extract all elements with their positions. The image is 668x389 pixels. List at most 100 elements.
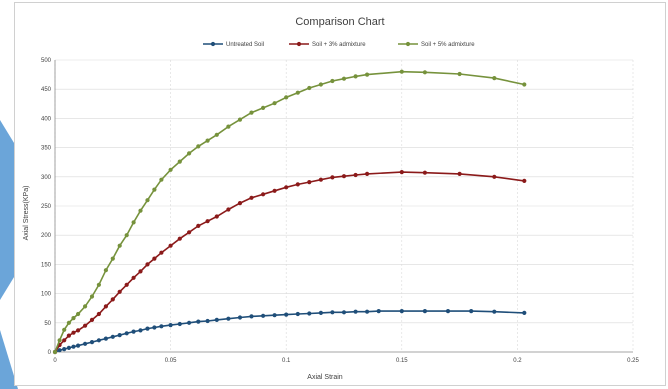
data-point — [145, 198, 150, 203]
legend-item: Soil + 3% admixture — [289, 41, 366, 48]
y-tick-label: 500 — [41, 58, 52, 64]
data-point — [168, 323, 173, 328]
data-point — [145, 326, 150, 331]
data-point — [57, 348, 62, 353]
data-point — [522, 310, 527, 315]
data-point — [237, 201, 243, 206]
data-point — [66, 345, 71, 350]
data-point — [168, 243, 173, 248]
data-point — [83, 341, 88, 346]
data-point — [353, 74, 358, 79]
data-point — [66, 333, 71, 338]
data-point — [249, 314, 254, 319]
data-point — [71, 344, 76, 349]
x-tick-label: 0.05 — [165, 358, 177, 364]
data-point — [399, 69, 404, 74]
data-point — [422, 309, 427, 314]
y-tick-label: 400 — [41, 116, 52, 122]
data-point — [205, 219, 210, 224]
data-point — [57, 338, 62, 343]
data-point — [399, 170, 404, 175]
data-point — [62, 327, 67, 332]
data-point — [422, 70, 427, 75]
data-point — [469, 309, 474, 314]
data-point — [226, 316, 231, 321]
y-axis-label: Axial Stress(KPa) — [23, 186, 30, 241]
data-point — [117, 289, 122, 294]
legend-label: Soil + 5% admixture — [421, 42, 475, 48]
data-point — [307, 311, 312, 316]
data-point — [89, 340, 95, 345]
data-point — [399, 309, 404, 314]
data-point — [522, 178, 527, 183]
data-point — [457, 171, 462, 176]
axes: 0 50 100 150 200 250 300 350 400 450 500 0 0.05 0.1 0.… — [41, 58, 640, 364]
data-point — [83, 304, 88, 309]
legend-item: Soil + 5% admixture — [398, 41, 475, 48]
data-point — [131, 275, 136, 280]
data-point — [422, 170, 427, 175]
data-point — [110, 297, 115, 302]
data-point — [249, 110, 254, 115]
data-point — [62, 347, 67, 352]
data-point — [214, 132, 219, 137]
data-point — [96, 311, 101, 317]
data-point — [152, 187, 157, 192]
data-point — [131, 220, 136, 225]
x-tick-label: 0.1 — [282, 358, 291, 364]
data-point — [159, 250, 164, 255]
chart-title: Comparison Chart — [295, 16, 384, 28]
data-point — [307, 180, 312, 185]
x-tick-label: 0.2 — [513, 358, 522, 364]
data-point — [138, 269, 143, 274]
x-tick-label: 0.25 — [627, 358, 639, 364]
data-point — [96, 338, 101, 343]
data-point — [318, 82, 323, 87]
data-point — [131, 329, 136, 334]
data-point — [226, 207, 231, 212]
data-point — [295, 311, 300, 317]
data-point — [89, 294, 95, 299]
data-point — [138, 208, 143, 213]
data-point — [365, 309, 370, 314]
legend-swatch-marker — [296, 41, 302, 47]
data-point — [62, 338, 67, 343]
gridlines — [54, 59, 634, 353]
y-tick-label: 350 — [41, 146, 52, 152]
series-line — [54, 171, 525, 353]
data-point — [110, 334, 115, 339]
data-point — [196, 223, 201, 228]
data-point — [249, 195, 254, 200]
series-untreated-soil — [52, 309, 527, 355]
data-point — [341, 174, 347, 179]
data-point — [177, 236, 182, 241]
data-point — [214, 317, 219, 322]
data-point — [295, 182, 300, 187]
y-tick-label: 100 — [41, 292, 52, 298]
data-point — [168, 167, 173, 172]
legend-label: Soil + 3% admixture — [312, 42, 366, 48]
data-point — [237, 117, 243, 122]
data-point — [71, 316, 76, 321]
data-point — [96, 282, 101, 287]
data-point — [353, 172, 358, 178]
x-tick-label: 0 — [53, 358, 57, 364]
x-tick-label: 0.15 — [396, 358, 408, 364]
data-point — [492, 76, 497, 81]
data-point — [307, 85, 312, 91]
data-point — [457, 71, 462, 77]
data-point — [187, 320, 192, 325]
data-point — [76, 343, 81, 348]
data-point — [284, 312, 289, 317]
data-point — [89, 317, 95, 322]
data-point — [272, 101, 277, 106]
data-point — [83, 323, 88, 328]
line-chart: 0 50 100 150 200 250 300 350 400 450 500 0 0.05 0.1 0.… — [23, 16, 640, 381]
data-point — [110, 256, 115, 261]
data-point — [261, 313, 266, 318]
chart-area: 0 50 100 150 200 250 300 350 400 450 500 0 0.05 0.1 0.… — [14, 2, 666, 386]
y-tick-label: 150 — [41, 262, 52, 268]
data-point — [159, 324, 164, 329]
data-point — [159, 177, 164, 182]
data-point — [226, 124, 231, 129]
